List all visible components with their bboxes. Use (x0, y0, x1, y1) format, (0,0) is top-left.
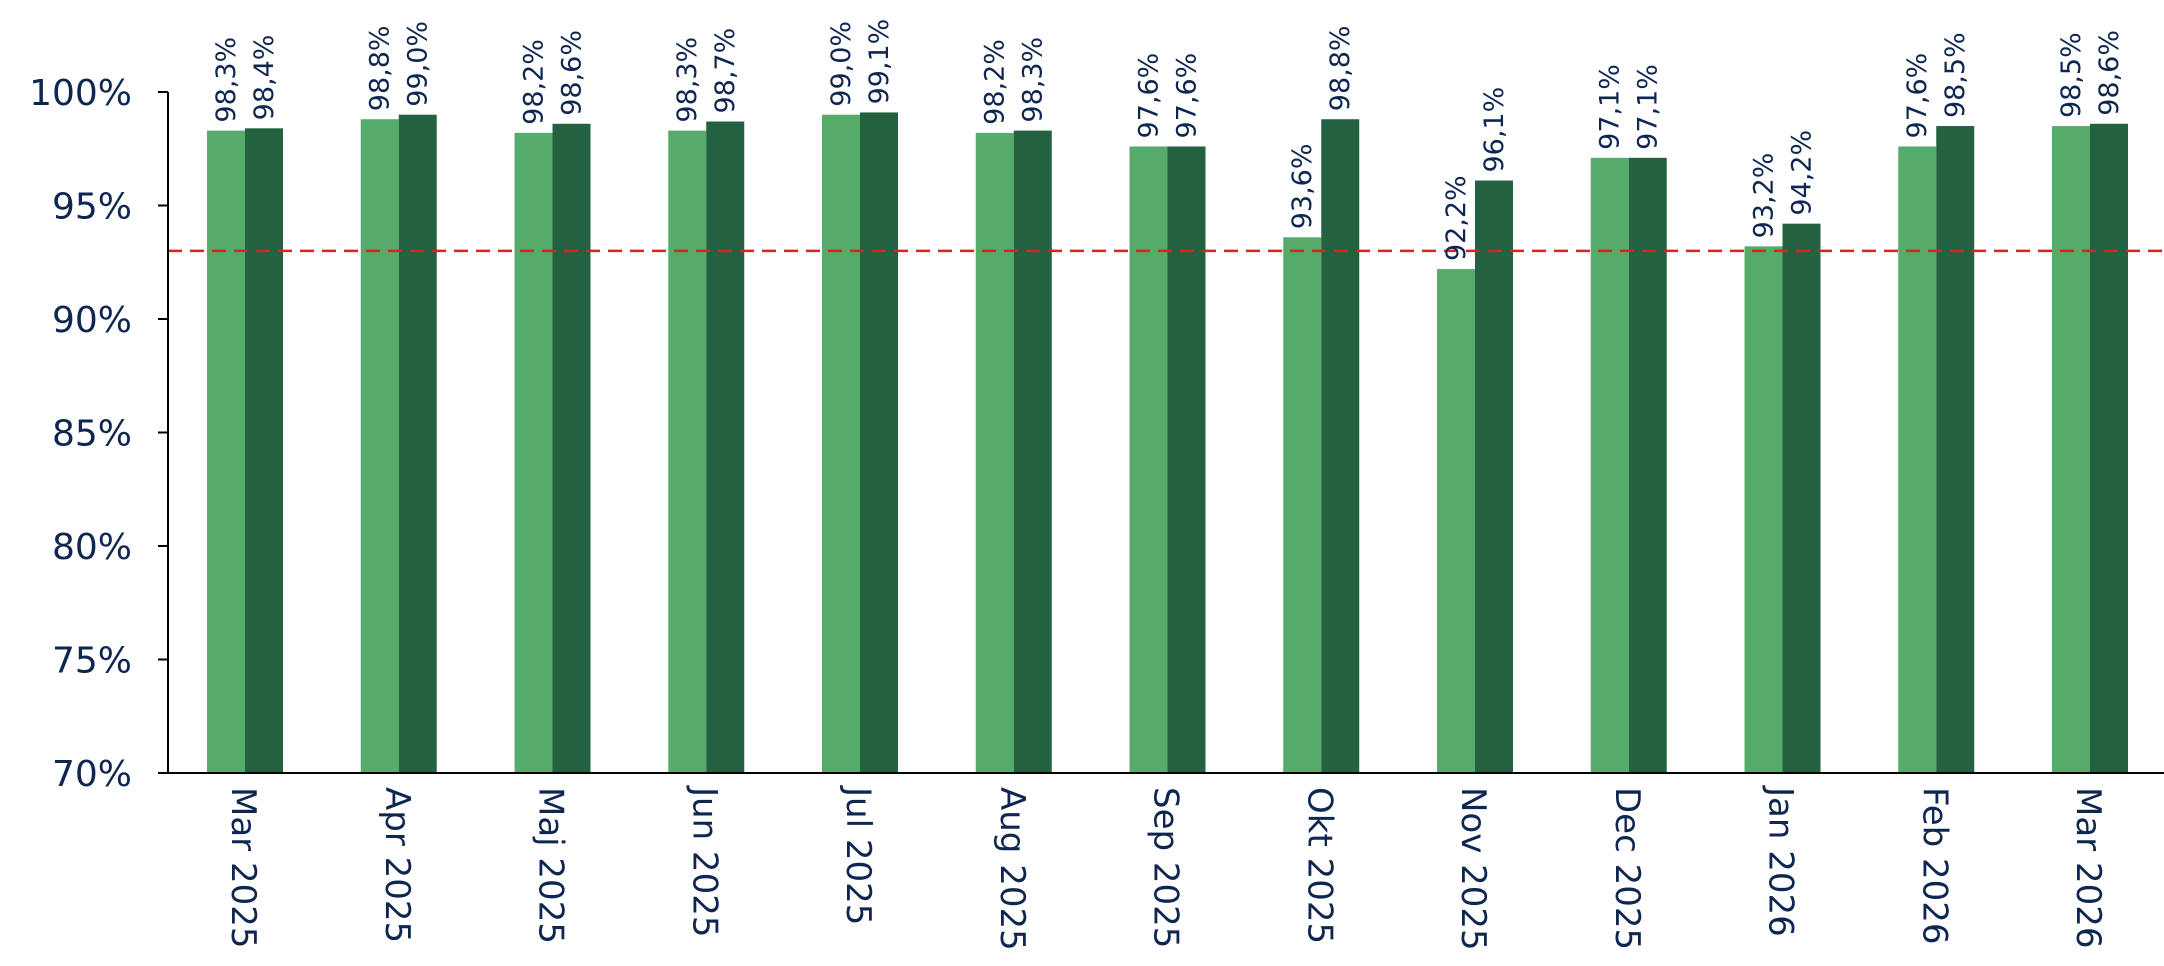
data-label: 94,2% (1787, 130, 1818, 216)
bar-series-2 (1782, 223, 1821, 773)
data-label: 97,1% (1595, 64, 1626, 150)
data-label: 92,2% (1441, 175, 1472, 261)
bar-series-2 (1013, 130, 1052, 774)
bar-series-2 (706, 121, 745, 773)
bar-series-2 (552, 123, 591, 773)
data-label: 98,2% (519, 39, 550, 125)
bar-series-1 (2052, 126, 2090, 774)
data-label: 98,5% (2056, 32, 2087, 118)
y-tick-label: 70% (52, 754, 132, 795)
data-label: 97,6% (1134, 53, 1165, 139)
data-label: 99,0% (403, 21, 434, 107)
y-tick-label: 95% (52, 187, 132, 228)
y-tick-label: 90% (52, 300, 132, 341)
bar-series-1 (668, 130, 707, 774)
data-label: 98,6% (2094, 30, 2125, 116)
x-tick-label: Nov 2025 (1453, 787, 1493, 951)
data-label: 93,2% (1749, 153, 1780, 239)
bar-series-1 (1590, 157, 1629, 773)
data-label: 99,1% (864, 19, 895, 105)
x-tick-labels-layer: Mar 2025 Apr 2025 Maj 2025 Jun 2025 Jul 2025… (223, 785, 2108, 951)
data-label: 93,6% (1287, 143, 1318, 229)
bar-series-2 (245, 128, 283, 773)
x-tick-label: Jul 2025 (838, 785, 878, 925)
bar-series-2 (398, 114, 437, 773)
x-tick-label: Mar 2026 (2068, 787, 2108, 948)
x-tick-label: Jun 2025 (684, 785, 724, 937)
bar-series-1 (1437, 269, 1475, 773)
x-tick-label: Dec 2025 (1607, 787, 1647, 950)
bar-series-2 (1167, 146, 1206, 774)
data-label: 98,3% (211, 37, 242, 123)
bar-series-1 (1744, 246, 1783, 774)
bar-series-1 (1283, 237, 1322, 773)
data-label: 96,1% (1479, 87, 1510, 173)
y-tick-label: 85% (52, 414, 132, 455)
x-tick-label: Okt 2025 (1299, 787, 1339, 944)
bar-series-1 (360, 119, 399, 774)
x-tick-label: Feb 2026 (1914, 787, 1954, 945)
data-label: 98,6% (557, 30, 588, 116)
y-tick-labels-layer: 70% 75% 80% 85% 90% 95% 100% (29, 73, 132, 795)
data-label: 98,2% (980, 39, 1011, 125)
bar-series-2 (1475, 180, 1513, 773)
bar-series-2 (1936, 126, 1975, 774)
bar-series-2 (2090, 123, 2128, 773)
bar-series-1 (514, 132, 553, 774)
bar-series-1 (975, 132, 1014, 774)
data-label: 98,5% (1940, 32, 1971, 118)
x-tick-label: Sep 2025 (1146, 787, 1186, 948)
x-tick-label: Aug 2025 (992, 787, 1032, 951)
y-tick-label: 80% (52, 527, 132, 568)
x-tick-label: Apr 2025 (377, 787, 417, 943)
x-tick-label: Mar 2025 (223, 787, 263, 948)
bar-series-1 (1898, 146, 1937, 774)
data-label: 97,6% (1172, 53, 1203, 139)
y-tick-label: 75% (52, 641, 132, 682)
bar-series-2 (1628, 157, 1667, 773)
data-label: 97,6% (1902, 53, 1933, 139)
x-tick-label: Jan 2026 (1761, 785, 1801, 937)
data-label: 99,0% (826, 21, 857, 107)
bar-series-1 (822, 114, 860, 773)
bar-series-2 (860, 112, 898, 774)
data-label: 98,8% (365, 25, 396, 111)
data-label: 98,3% (672, 37, 703, 123)
data-label: 98,8% (1325, 25, 1356, 111)
x-tick-label: Maj 2025 (531, 787, 571, 944)
data-labels-layer: 98,3% 98,4% 98,8% 99,0% 98,2% 98,6% 98,3% 98,7%… (211, 19, 2125, 261)
y-tick-label: 100% (29, 73, 132, 114)
data-label: 98,7% (710, 28, 741, 114)
bars-layer (207, 112, 2128, 774)
data-label: 98,4% (249, 35, 280, 121)
bar-series-1 (1129, 146, 1168, 774)
axes-layer (158, 91, 2164, 774)
data-label: 97,1% (1633, 64, 1664, 150)
bar-series-2 (1321, 119, 1360, 774)
data-label: 98,3% (1018, 37, 1049, 123)
bar-series-1 (207, 130, 245, 774)
